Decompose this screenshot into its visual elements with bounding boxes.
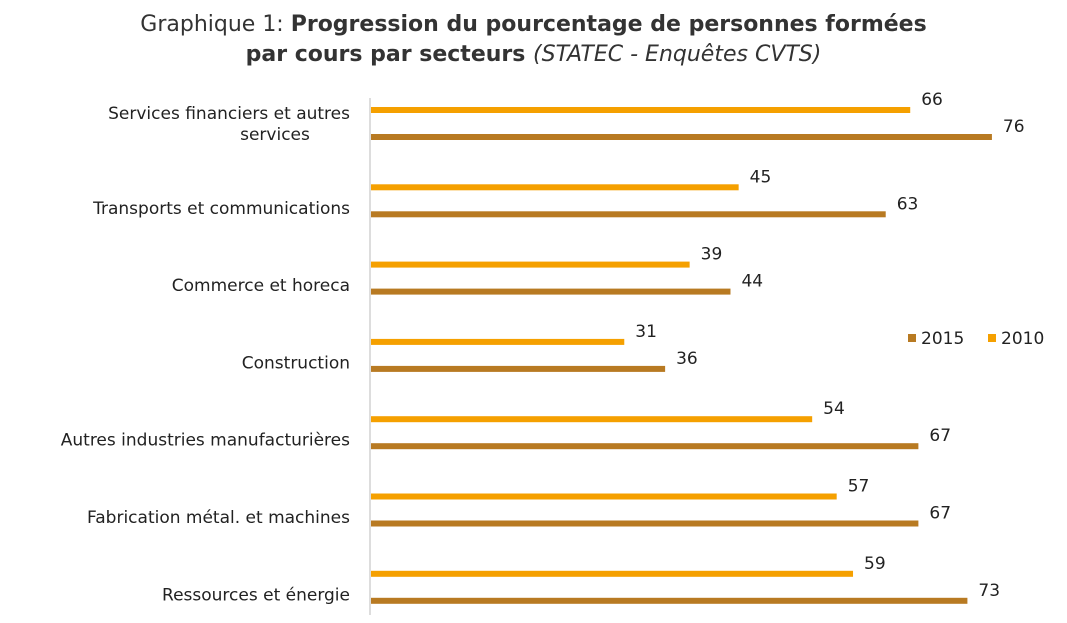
category-label-line: Commerce et horeca — [172, 276, 350, 296]
category-label-5: Fabrication métal. et machines — [87, 508, 350, 528]
bar-2015-3 — [371, 365, 666, 372]
bar-2010-5 — [371, 493, 837, 500]
bar-2015-5 — [371, 520, 919, 527]
bar-2010-4 — [371, 416, 813, 423]
bar-2010-1 — [371, 184, 739, 191]
data-label-2010-1: 45 — [750, 167, 772, 187]
legend-label-2015: 2015 — [921, 329, 964, 349]
data-label-2015-2: 44 — [741, 272, 763, 292]
data-label-2015-1: 63 — [897, 194, 919, 214]
category-label-line: Services financiers et autres — [108, 104, 350, 124]
title-main-line-1: Progression du pourcentage de personnes … — [290, 12, 927, 37]
title-source: (STATEC - Enquêtes CVTS) — [533, 42, 822, 67]
legend-swatch-2010 — [988, 334, 996, 342]
data-label-2010-6: 59 — [864, 554, 886, 574]
bar-2010-3 — [371, 338, 625, 345]
category-label-line: Autres industries manufacturières — [61, 431, 350, 451]
category-label-line: Fabrication métal. et machines — [87, 508, 350, 528]
bar-2010-6 — [371, 570, 854, 577]
data-label-2010-0: 66 — [921, 90, 943, 110]
title-prefix: Graphique 1: — [140, 12, 291, 37]
category-label-6: Ressources et énergie — [162, 585, 350, 605]
data-label-2015-0: 76 — [1003, 117, 1025, 137]
legend-swatch-2015 — [908, 334, 916, 342]
data-label-2010-3: 31 — [635, 322, 657, 342]
bar-2015-1 — [371, 211, 886, 218]
chart-title: Graphique 1: Progression du pourcentage … — [0, 10, 1067, 70]
chart-title-line-1: Graphique 1: Progression du pourcentage … — [0, 10, 1067, 40]
category-label-1: Transports et communications — [92, 199, 350, 219]
title-main-line-2: par cours par secteurs — [245, 42, 534, 67]
data-label-2015-3: 36 — [676, 349, 698, 369]
bar-2015-4 — [371, 443, 919, 450]
category-label-4: Autres industries manufacturières — [61, 431, 350, 451]
bar-2010-0 — [371, 107, 911, 113]
category-label-3: Construction — [242, 353, 350, 373]
bar-2015-6 — [371, 597, 968, 604]
data-label-2015-6: 73 — [978, 581, 1000, 601]
category-label-2: Commerce et horeca — [172, 276, 350, 296]
category-label-line: Ressources et énergie — [162, 585, 350, 605]
data-label-2015-4: 67 — [929, 426, 951, 446]
category-label-0: Services financiers et autres services — [108, 104, 350, 145]
data-label-2010-4: 54 — [823, 399, 845, 419]
data-label-2015-5: 67 — [929, 504, 951, 524]
data-label-2010-5: 57 — [848, 477, 870, 497]
category-label-line: Construction — [242, 353, 350, 373]
bar-2015-0 — [371, 134, 992, 140]
bar-2010-2 — [371, 261, 690, 268]
legend-label-2010: 2010 — [1001, 329, 1044, 349]
category-label-line: services — [240, 125, 310, 145]
data-label-2010-2: 39 — [701, 245, 723, 265]
chart-title-line-2: par cours par secteurs (STATEC - Enquête… — [0, 40, 1067, 70]
bar-2015-2 — [371, 288, 731, 295]
category-label-line: Transports et communications — [92, 199, 350, 219]
